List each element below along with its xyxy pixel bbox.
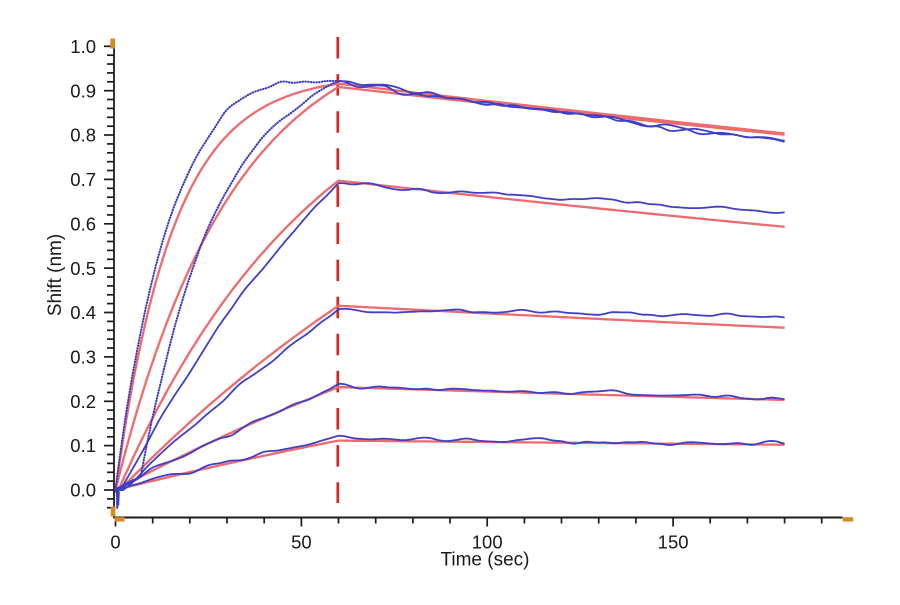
svg-text:0.5: 0.5	[70, 258, 96, 279]
svg-text:100: 100	[472, 532, 503, 553]
svg-text:150: 150	[658, 532, 689, 553]
svg-text:50: 50	[291, 532, 312, 553]
svg-text:Shift (nm): Shift (nm)	[45, 234, 66, 316]
svg-text:0.2: 0.2	[70, 391, 96, 412]
svg-text:0.4: 0.4	[70, 302, 96, 323]
svg-text:0.0: 0.0	[70, 480, 96, 501]
svg-text:0.8: 0.8	[70, 125, 96, 146]
svg-text:Time (sec): Time (sec)	[440, 550, 529, 571]
svg-text:1.0: 1.0	[70, 36, 96, 57]
svg-text:0.9: 0.9	[70, 80, 96, 101]
svg-text:0.7: 0.7	[70, 169, 96, 190]
svg-text:0.3: 0.3	[70, 347, 96, 368]
svg-text:0: 0	[110, 532, 120, 553]
svg-text:0.6: 0.6	[70, 213, 96, 234]
svg-text:0.1: 0.1	[70, 435, 96, 456]
